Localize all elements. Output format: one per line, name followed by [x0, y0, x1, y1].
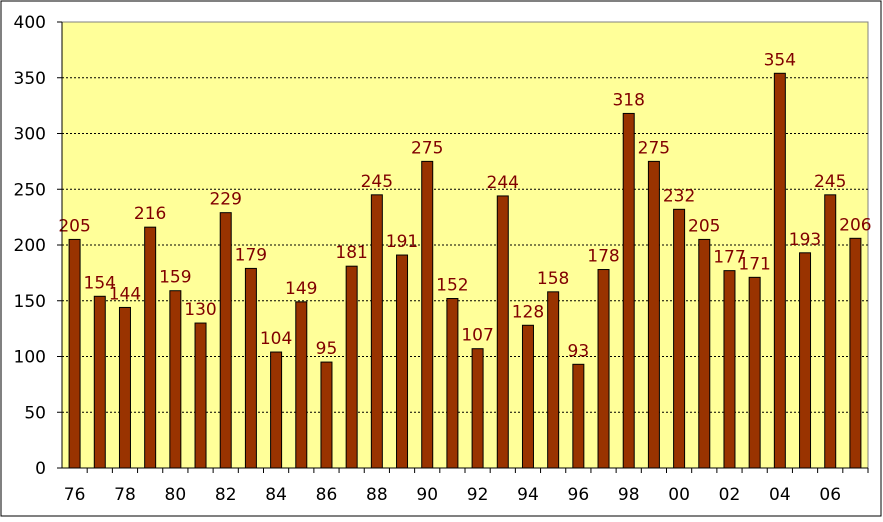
- y-tick-label: 100: [14, 348, 46, 368]
- bar: [370, 194, 383, 469]
- x-tick-label: 04: [769, 485, 791, 505]
- data-label: 158: [537, 269, 569, 289]
- data-label: 245: [361, 172, 393, 192]
- bar: [421, 160, 434, 469]
- data-label: 93: [568, 341, 590, 361]
- data-label: 205: [58, 216, 90, 236]
- data-label: 149: [285, 279, 317, 299]
- data-label: 205: [688, 216, 720, 236]
- bar: [597, 269, 610, 469]
- data-label: 178: [587, 247, 619, 267]
- bar: [93, 295, 106, 469]
- x-tick-label: 90: [416, 485, 438, 505]
- data-label: 232: [663, 186, 695, 206]
- data-label: 179: [235, 245, 267, 265]
- bar: [396, 254, 409, 469]
- x-tick-label: 88: [366, 485, 388, 505]
- bar: [270, 351, 283, 469]
- x-tick-label: 92: [467, 485, 489, 505]
- data-label: 275: [638, 138, 670, 158]
- data-label: 318: [612, 90, 644, 110]
- x-axis: 76 78 80 82 84 86 88 90 92 94 96 98 00 02 04 06: [62, 467, 869, 505]
- data-label: 154: [84, 273, 116, 293]
- y-tick-label: 50: [24, 403, 46, 423]
- x-tick-label: 80: [165, 485, 187, 505]
- y-tick-label: 250: [14, 180, 46, 200]
- bar: [446, 298, 459, 469]
- data-label: 128: [512, 302, 544, 322]
- bar: [169, 290, 182, 469]
- y-tick-label: 300: [14, 125, 46, 145]
- bar: [219, 212, 232, 469]
- bar: [799, 252, 812, 469]
- data-label: 245: [814, 172, 846, 192]
- data-label: 171: [738, 254, 770, 274]
- data-label: 275: [411, 138, 443, 158]
- bar: [194, 322, 207, 469]
- y-tick-label: 400: [14, 13, 46, 33]
- bar: [773, 72, 786, 469]
- data-label: 229: [209, 190, 241, 210]
- y-tick-label: 200: [14, 236, 46, 256]
- bar: [144, 226, 157, 469]
- bar: [647, 160, 660, 469]
- data-label: 216: [134, 204, 166, 224]
- x-tick-label: 76: [64, 485, 86, 505]
- data-label: 191: [386, 232, 418, 252]
- bars: [68, 72, 862, 469]
- y-tick-label: 0: [35, 459, 46, 479]
- y-tick-label: 350: [14, 69, 46, 89]
- data-label: 104: [260, 329, 292, 349]
- data-label: 107: [461, 326, 493, 346]
- data-label: 354: [764, 50, 796, 70]
- bar: [622, 112, 635, 469]
- x-tick-label: 94: [517, 485, 539, 505]
- data-label: 144: [109, 284, 141, 304]
- bar: [496, 195, 509, 469]
- data-label: 159: [159, 268, 191, 288]
- bar: [295, 301, 308, 469]
- bar: [723, 270, 736, 469]
- data-label: 130: [184, 300, 216, 320]
- x-tick-label: 86: [316, 485, 338, 505]
- x-tick-label: 98: [618, 485, 640, 505]
- x-tick-label: 06: [819, 485, 841, 505]
- data-label: 152: [436, 276, 468, 296]
- bar: [244, 267, 257, 469]
- bar: [673, 208, 686, 469]
- bar: [471, 348, 484, 469]
- x-tick-label: 02: [719, 485, 741, 505]
- data-label: 206: [839, 215, 871, 235]
- bar: [698, 238, 711, 469]
- x-tick-label: 78: [114, 485, 136, 505]
- data-label: 177: [713, 248, 745, 268]
- data-label: 193: [789, 230, 821, 250]
- data-label: 95: [316, 339, 338, 359]
- bar: [849, 237, 862, 469]
- x-tick-label: 00: [668, 485, 690, 505]
- x-tick-label: 96: [568, 485, 590, 505]
- bar: [748, 276, 761, 469]
- y-axis: 0 50 100 150 200 250 300 350 400: [14, 13, 63, 479]
- y-tick-label: 150: [14, 292, 46, 312]
- bar: [521, 324, 534, 469]
- bar: [572, 363, 585, 469]
- bar: [68, 238, 81, 469]
- bar: [345, 265, 358, 469]
- bar: [320, 361, 333, 469]
- x-tick-label: 84: [265, 485, 287, 505]
- data-label: 244: [487, 173, 519, 193]
- data-label: 181: [335, 243, 367, 263]
- bar: [547, 291, 560, 469]
- x-tick-label: 82: [215, 485, 237, 505]
- bar: [118, 306, 131, 469]
- bar: [824, 194, 837, 469]
